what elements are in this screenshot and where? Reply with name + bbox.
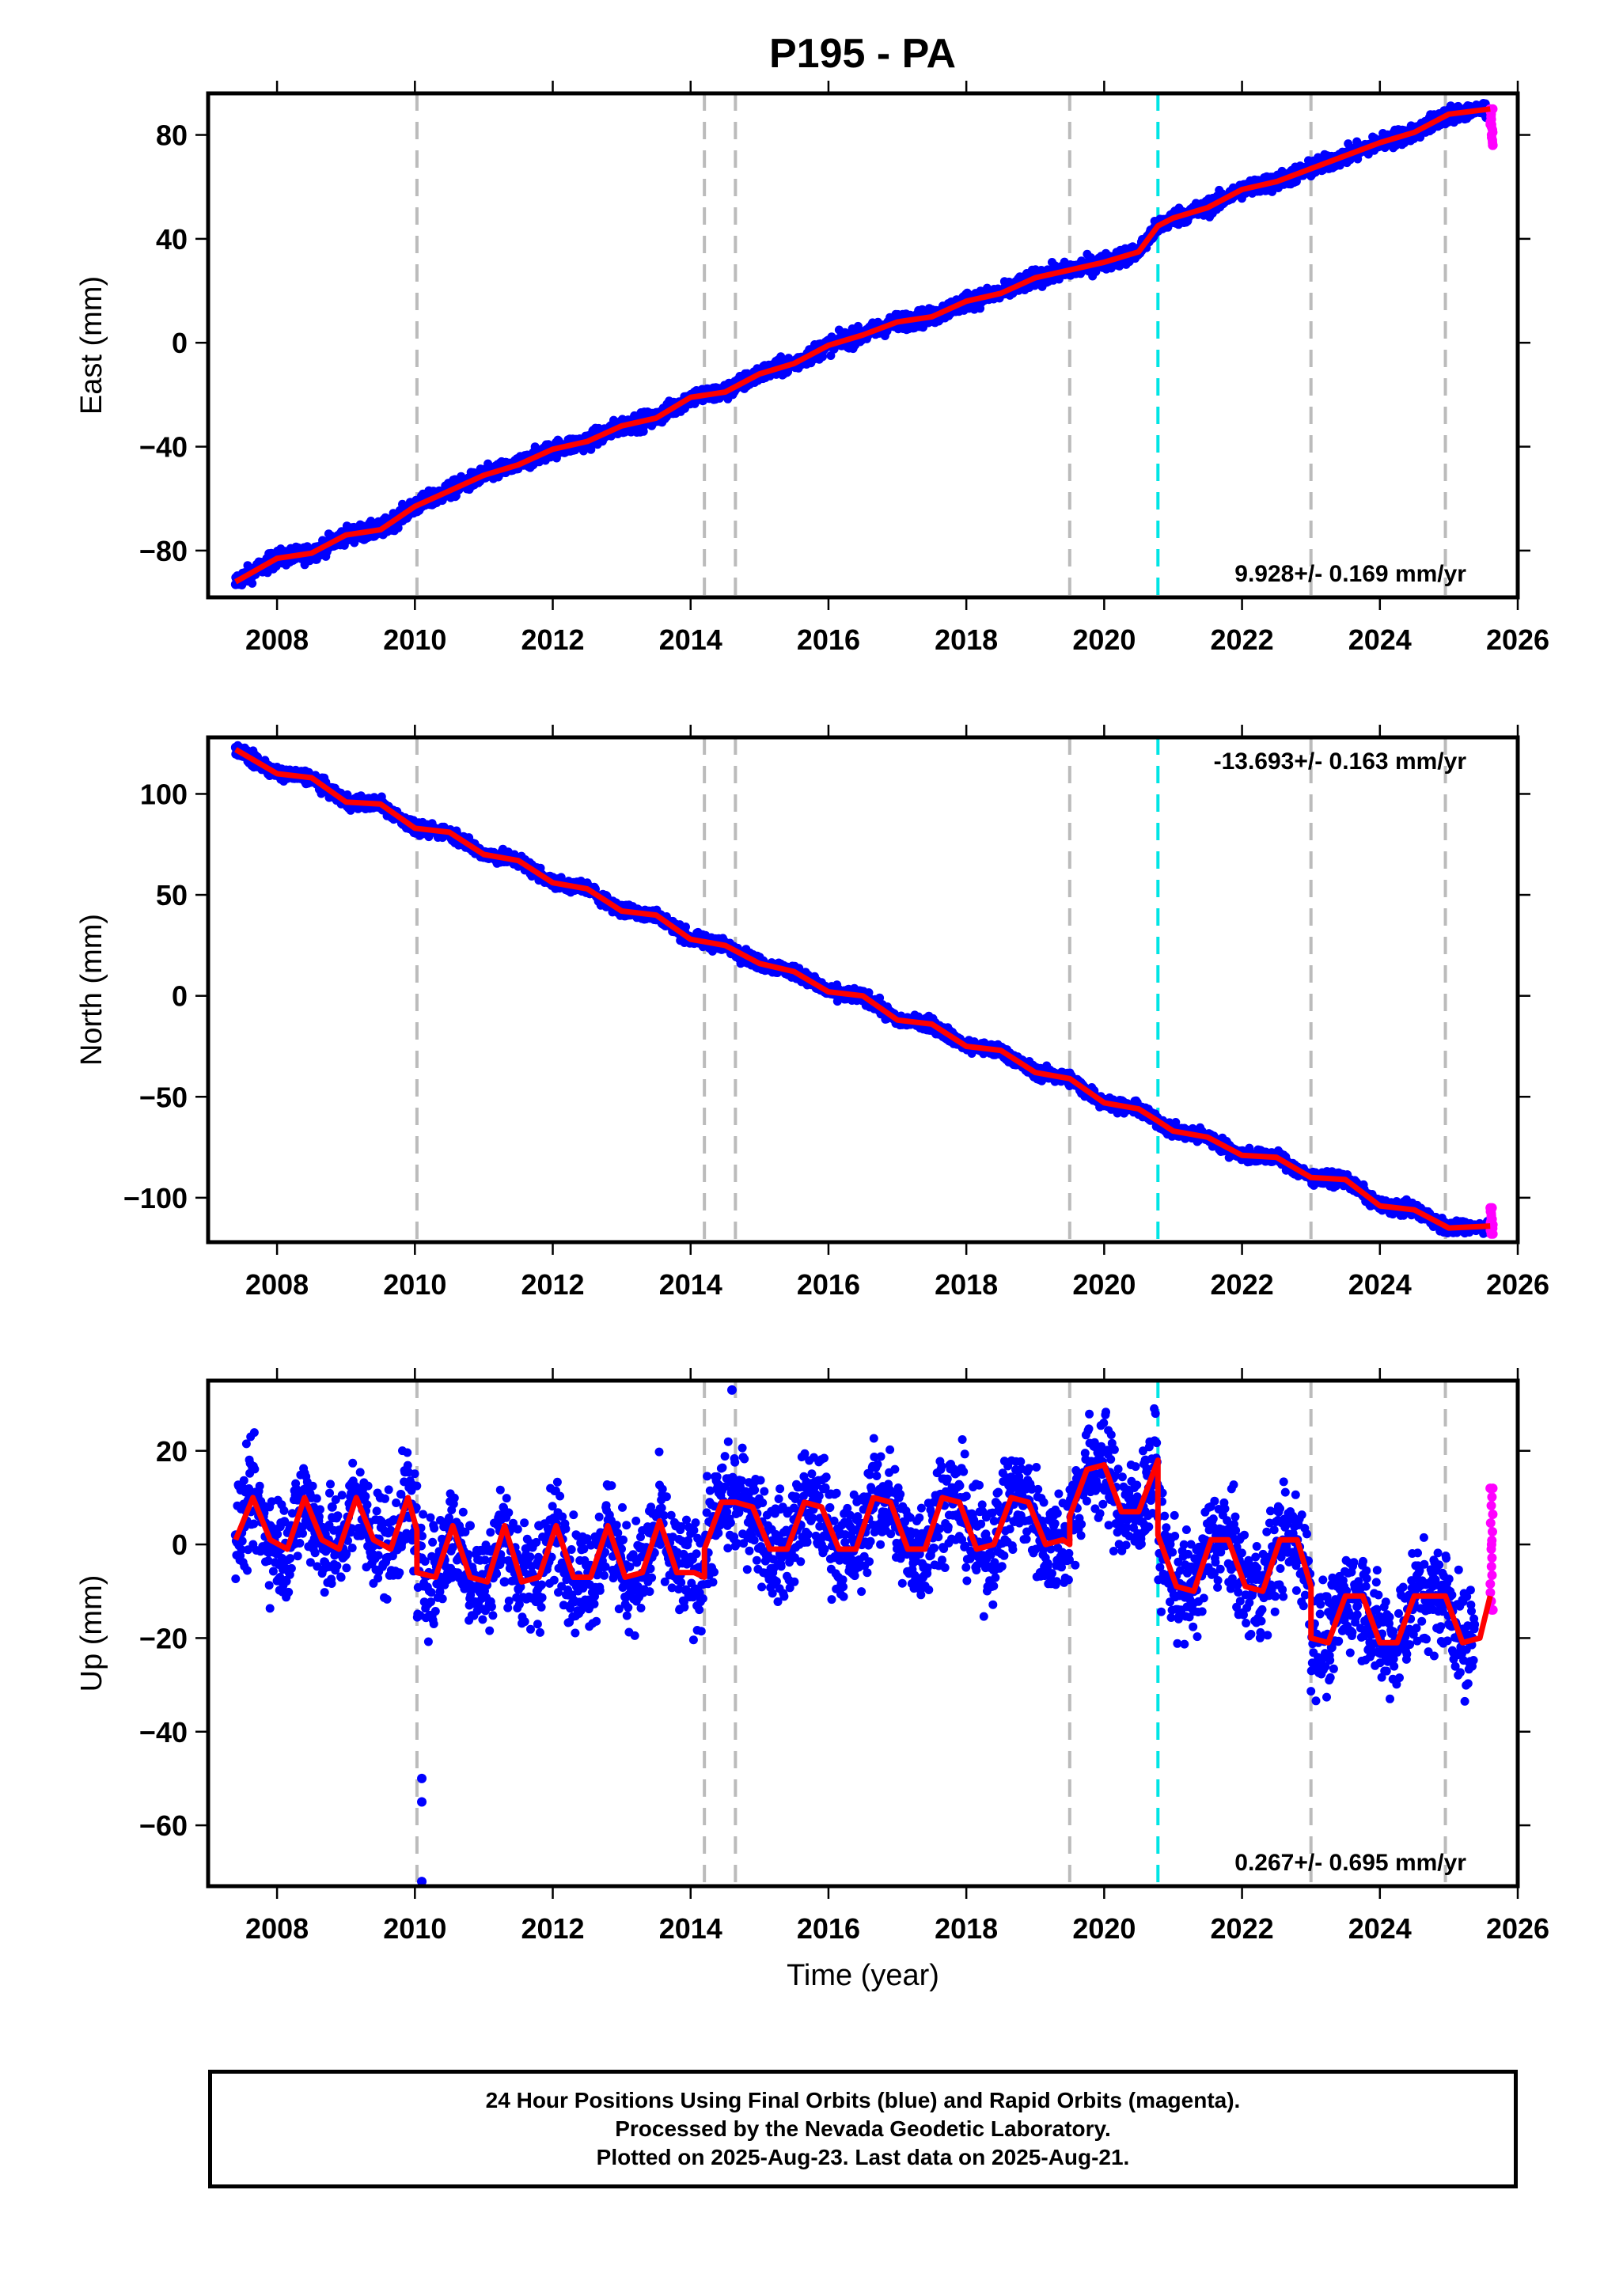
final-orbit-point xyxy=(248,578,257,588)
x-tick-label: 2016 xyxy=(797,623,860,656)
x-tick-label: 2018 xyxy=(935,623,998,656)
y-axis-label: East (mm) xyxy=(75,276,108,415)
x-tick-label: 2024 xyxy=(1348,623,1412,656)
x-tick-label: 2008 xyxy=(245,623,309,656)
y-tick-label: 0 xyxy=(172,327,188,359)
x-tick-label: 2022 xyxy=(1211,623,1274,656)
model-line xyxy=(234,106,1491,585)
x-tick-label: 2010 xyxy=(383,623,446,656)
y-tick-label: −40 xyxy=(139,431,188,464)
plot-area xyxy=(230,737,1498,1242)
x-tick-label: 2012 xyxy=(521,623,584,656)
east-panel: 2008 2010 2012 2014 2016 2018 2020 2022 2024 2026… xyxy=(75,81,1549,656)
final-orbit-point xyxy=(393,523,403,532)
plot-area xyxy=(230,93,1498,597)
y-tick-label: 40 xyxy=(156,223,188,256)
x-tick-label: 2026 xyxy=(1486,623,1549,656)
rapid-orbit-point xyxy=(1488,140,1498,150)
rate-label: 9.928+/- 0.169 mm/yr xyxy=(1234,561,1466,587)
rapid-orbit-point xyxy=(1486,119,1496,130)
final-orbit-points xyxy=(230,741,1493,1238)
north-panel: 2008 2010 2012 2014 2016 2018 2020 2022 2024 2026… xyxy=(75,725,1549,1301)
page-title: P195 - PA xyxy=(768,31,957,77)
x-tick-label: 2014 xyxy=(659,623,722,656)
y-tick-label: 80 xyxy=(156,119,188,152)
x-tick-label: 2020 xyxy=(1072,623,1136,656)
final-orbit-point xyxy=(826,351,836,360)
final-orbit-point xyxy=(681,923,690,931)
final-orbit-point xyxy=(875,993,885,1002)
panel-frame xyxy=(206,91,1520,600)
y-tick-label: −80 xyxy=(139,535,188,567)
